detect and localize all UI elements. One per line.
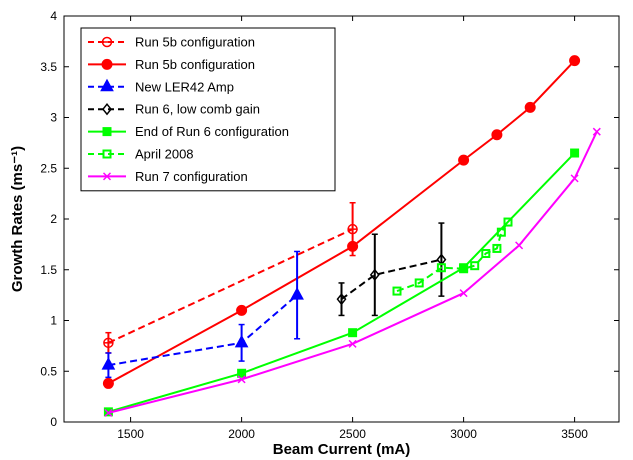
y-axis-title: Growth Rates (ms⁻¹) [9, 146, 26, 292]
x-tick-label: 2000 [228, 427, 255, 441]
legend-label: Run 5b configuration [135, 57, 255, 72]
data-point [492, 243, 502, 253]
y-tick-label: 0 [50, 415, 57, 429]
data-point [102, 172, 112, 181]
y-tick-label: 2 [50, 212, 57, 226]
legend-label: Run 5b configuration [135, 35, 255, 50]
data-point [101, 58, 113, 70]
data-point [104, 408, 113, 417]
data-point [570, 148, 580, 158]
data-point [515, 241, 524, 250]
data-point [347, 240, 359, 252]
data-point [503, 217, 513, 227]
data-point [369, 268, 380, 282]
data-point [237, 368, 247, 378]
y-tick-label: 3.5 [40, 60, 57, 74]
y-tick-label: 4 [50, 9, 57, 23]
legend-label: April 2008 [135, 147, 194, 162]
x-tick-label: 3000 [450, 427, 477, 441]
data-point [524, 101, 536, 113]
legend-entry: Run 5b configuration [88, 35, 255, 50]
data-point [459, 289, 468, 298]
data-point [101, 357, 116, 370]
y-tick-label: 1 [50, 314, 57, 328]
series-1 [103, 202, 358, 354]
data-point [236, 304, 248, 316]
data-point [102, 102, 112, 116]
series-line [108, 294, 298, 367]
data-point [237, 375, 246, 384]
data-point [569, 55, 581, 67]
legend-label: Run 6, low comb gain [135, 102, 260, 117]
y-tick-label: 3 [50, 111, 57, 125]
series-4 [336, 222, 447, 317]
legend-label: Run 7 configuration [135, 169, 248, 184]
legend: Run 5b configuration Run 5b configuration… [80, 27, 336, 192]
data-point [102, 127, 112, 137]
data-point [458, 154, 470, 166]
data-point [392, 286, 402, 296]
data-point [436, 263, 446, 273]
y-tick-label: 2.5 [40, 161, 57, 175]
data-point [348, 328, 358, 338]
x-tick-label: 3500 [561, 427, 588, 441]
y-tick-label: 1.5 [40, 263, 57, 277]
data-point [414, 278, 424, 288]
legend-label: End of Run 6 configuration [135, 124, 289, 139]
series-3 [101, 250, 304, 379]
series-line [340, 258, 442, 300]
legend-entry: End of Run 6 configuration [88, 124, 289, 139]
data-point [234, 334, 249, 348]
data-point [481, 249, 491, 259]
legend-entry: New LER42 Amp [88, 78, 234, 94]
data-point [459, 264, 469, 274]
axes: 1500 2000 2500 3000 3500 0 0.5 1 1.5 2 2.5 3 3.5 4 [40, 9, 620, 441]
series-2 [102, 55, 581, 389]
data-point [336, 292, 347, 306]
legend-entry: April 2008 [88, 147, 194, 162]
data-point [496, 227, 506, 237]
data-point [570, 174, 579, 183]
series-7 [104, 127, 601, 417]
data-point [100, 78, 114, 92]
series-line [107, 228, 354, 344]
data-point [592, 127, 601, 136]
series-line [396, 221, 509, 293]
data-point [102, 377, 114, 389]
data-point [348, 339, 357, 348]
series-6 [392, 217, 513, 296]
data-point [491, 129, 503, 141]
x-tick-label: 2500 [339, 427, 366, 441]
legend-entry: Run 5b configuration [88, 57, 255, 72]
data-point [470, 261, 480, 271]
y-tick-label: 0.5 [40, 364, 57, 378]
legend-entry: Run 7 configuration [88, 169, 248, 184]
plot-area [101, 55, 601, 417]
x-tick-label: 1500 [117, 427, 144, 441]
x-axis-title: Beam Current (mA) [273, 441, 411, 458]
legend-label: New LER42 Amp [135, 79, 234, 94]
data-point [290, 287, 304, 300]
legend-entry: Run 6, low comb gain [88, 102, 260, 117]
data-point [102, 149, 112, 159]
